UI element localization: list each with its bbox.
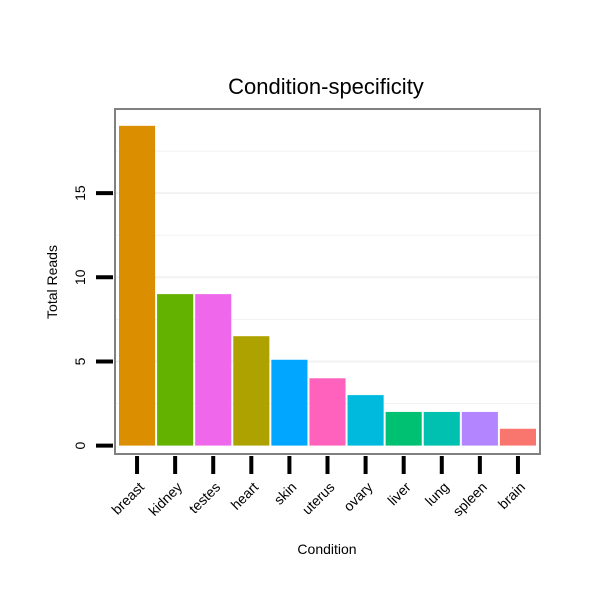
x-tick-label-uterus: uterus — [299, 479, 338, 518]
bar-testes — [195, 294, 232, 446]
bar-brain — [499, 428, 536, 446]
y-tick-label: 5 — [72, 357, 88, 365]
x-axis-title: Condition — [297, 541, 356, 557]
bar-spleen — [461, 411, 498, 446]
x-tick-label-skin: skin — [271, 479, 300, 508]
bar-skin — [271, 359, 308, 446]
bar-heart — [233, 336, 270, 446]
x-tick-label-lung: lung — [422, 479, 452, 509]
y-axis: 0 5 10 15 — [72, 185, 113, 449]
y-axis-title: Total Reads — [44, 245, 60, 319]
x-tick-label-ovary: ovary — [340, 479, 376, 515]
bar-uterus — [309, 378, 346, 446]
x-tick-label-testes: testes — [186, 479, 224, 517]
y-tick-label: 15 — [72, 185, 88, 201]
bar-ovary — [347, 395, 384, 446]
x-tick-label-breast: breast — [108, 479, 147, 518]
x-tick-label-liver: liver — [384, 479, 414, 509]
plot-panel-border — [114, 108, 541, 455]
bars — [119, 125, 536, 446]
bar-breast — [119, 125, 156, 446]
y-tick-label: 10 — [72, 269, 88, 285]
chart-title: Condition-specificity — [228, 74, 424, 99]
bar-liver — [385, 411, 422, 446]
x-tick-label-brain: brain — [495, 479, 528, 512]
x-tick-label-heart: heart — [228, 479, 262, 513]
x-tick-label-spleen: spleen — [449, 479, 489, 519]
y-tick-label: 0 — [72, 441, 88, 449]
bar-kidney — [157, 294, 194, 446]
x-tick-label-kidney: kidney — [145, 479, 185, 519]
bar-lung — [423, 411, 460, 446]
